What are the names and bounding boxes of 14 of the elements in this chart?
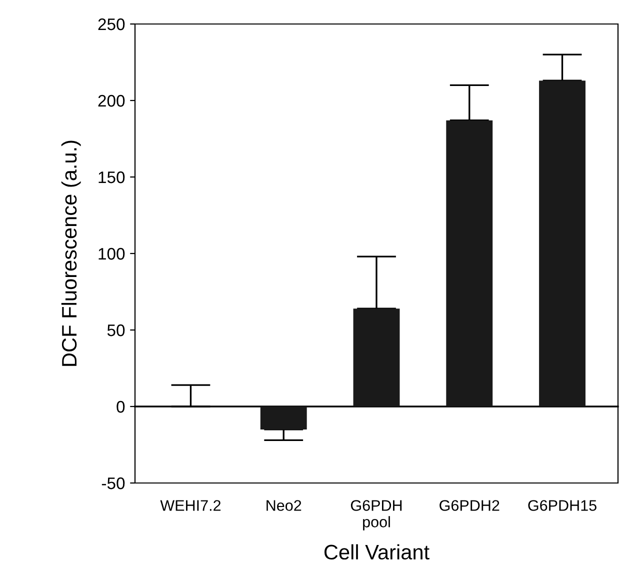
y-tick-label: 50 [107,324,125,336]
y-tick-label: 250 [98,18,125,30]
y-tick-label: 150 [98,171,125,184]
x-tick-label: G6PDH pool [350,500,402,530]
x-tick-label: G6PDH15 [528,500,596,511]
y-axis-title: DCF Fluorescence (a.u.) [61,140,81,366]
y-tick-label: 100 [98,248,125,260]
y-tick-label: 0 [116,400,125,413]
y-tick-label: -50 [102,477,125,490]
x-tick-label: WEHI7.2 [160,500,221,511]
x-axis-title: Cell Variant [324,544,430,560]
x-tick-label: Neo2 [266,500,302,511]
y-tick-label: 200 [98,94,125,107]
x-tick-label: G6PDH2 [440,500,500,511]
